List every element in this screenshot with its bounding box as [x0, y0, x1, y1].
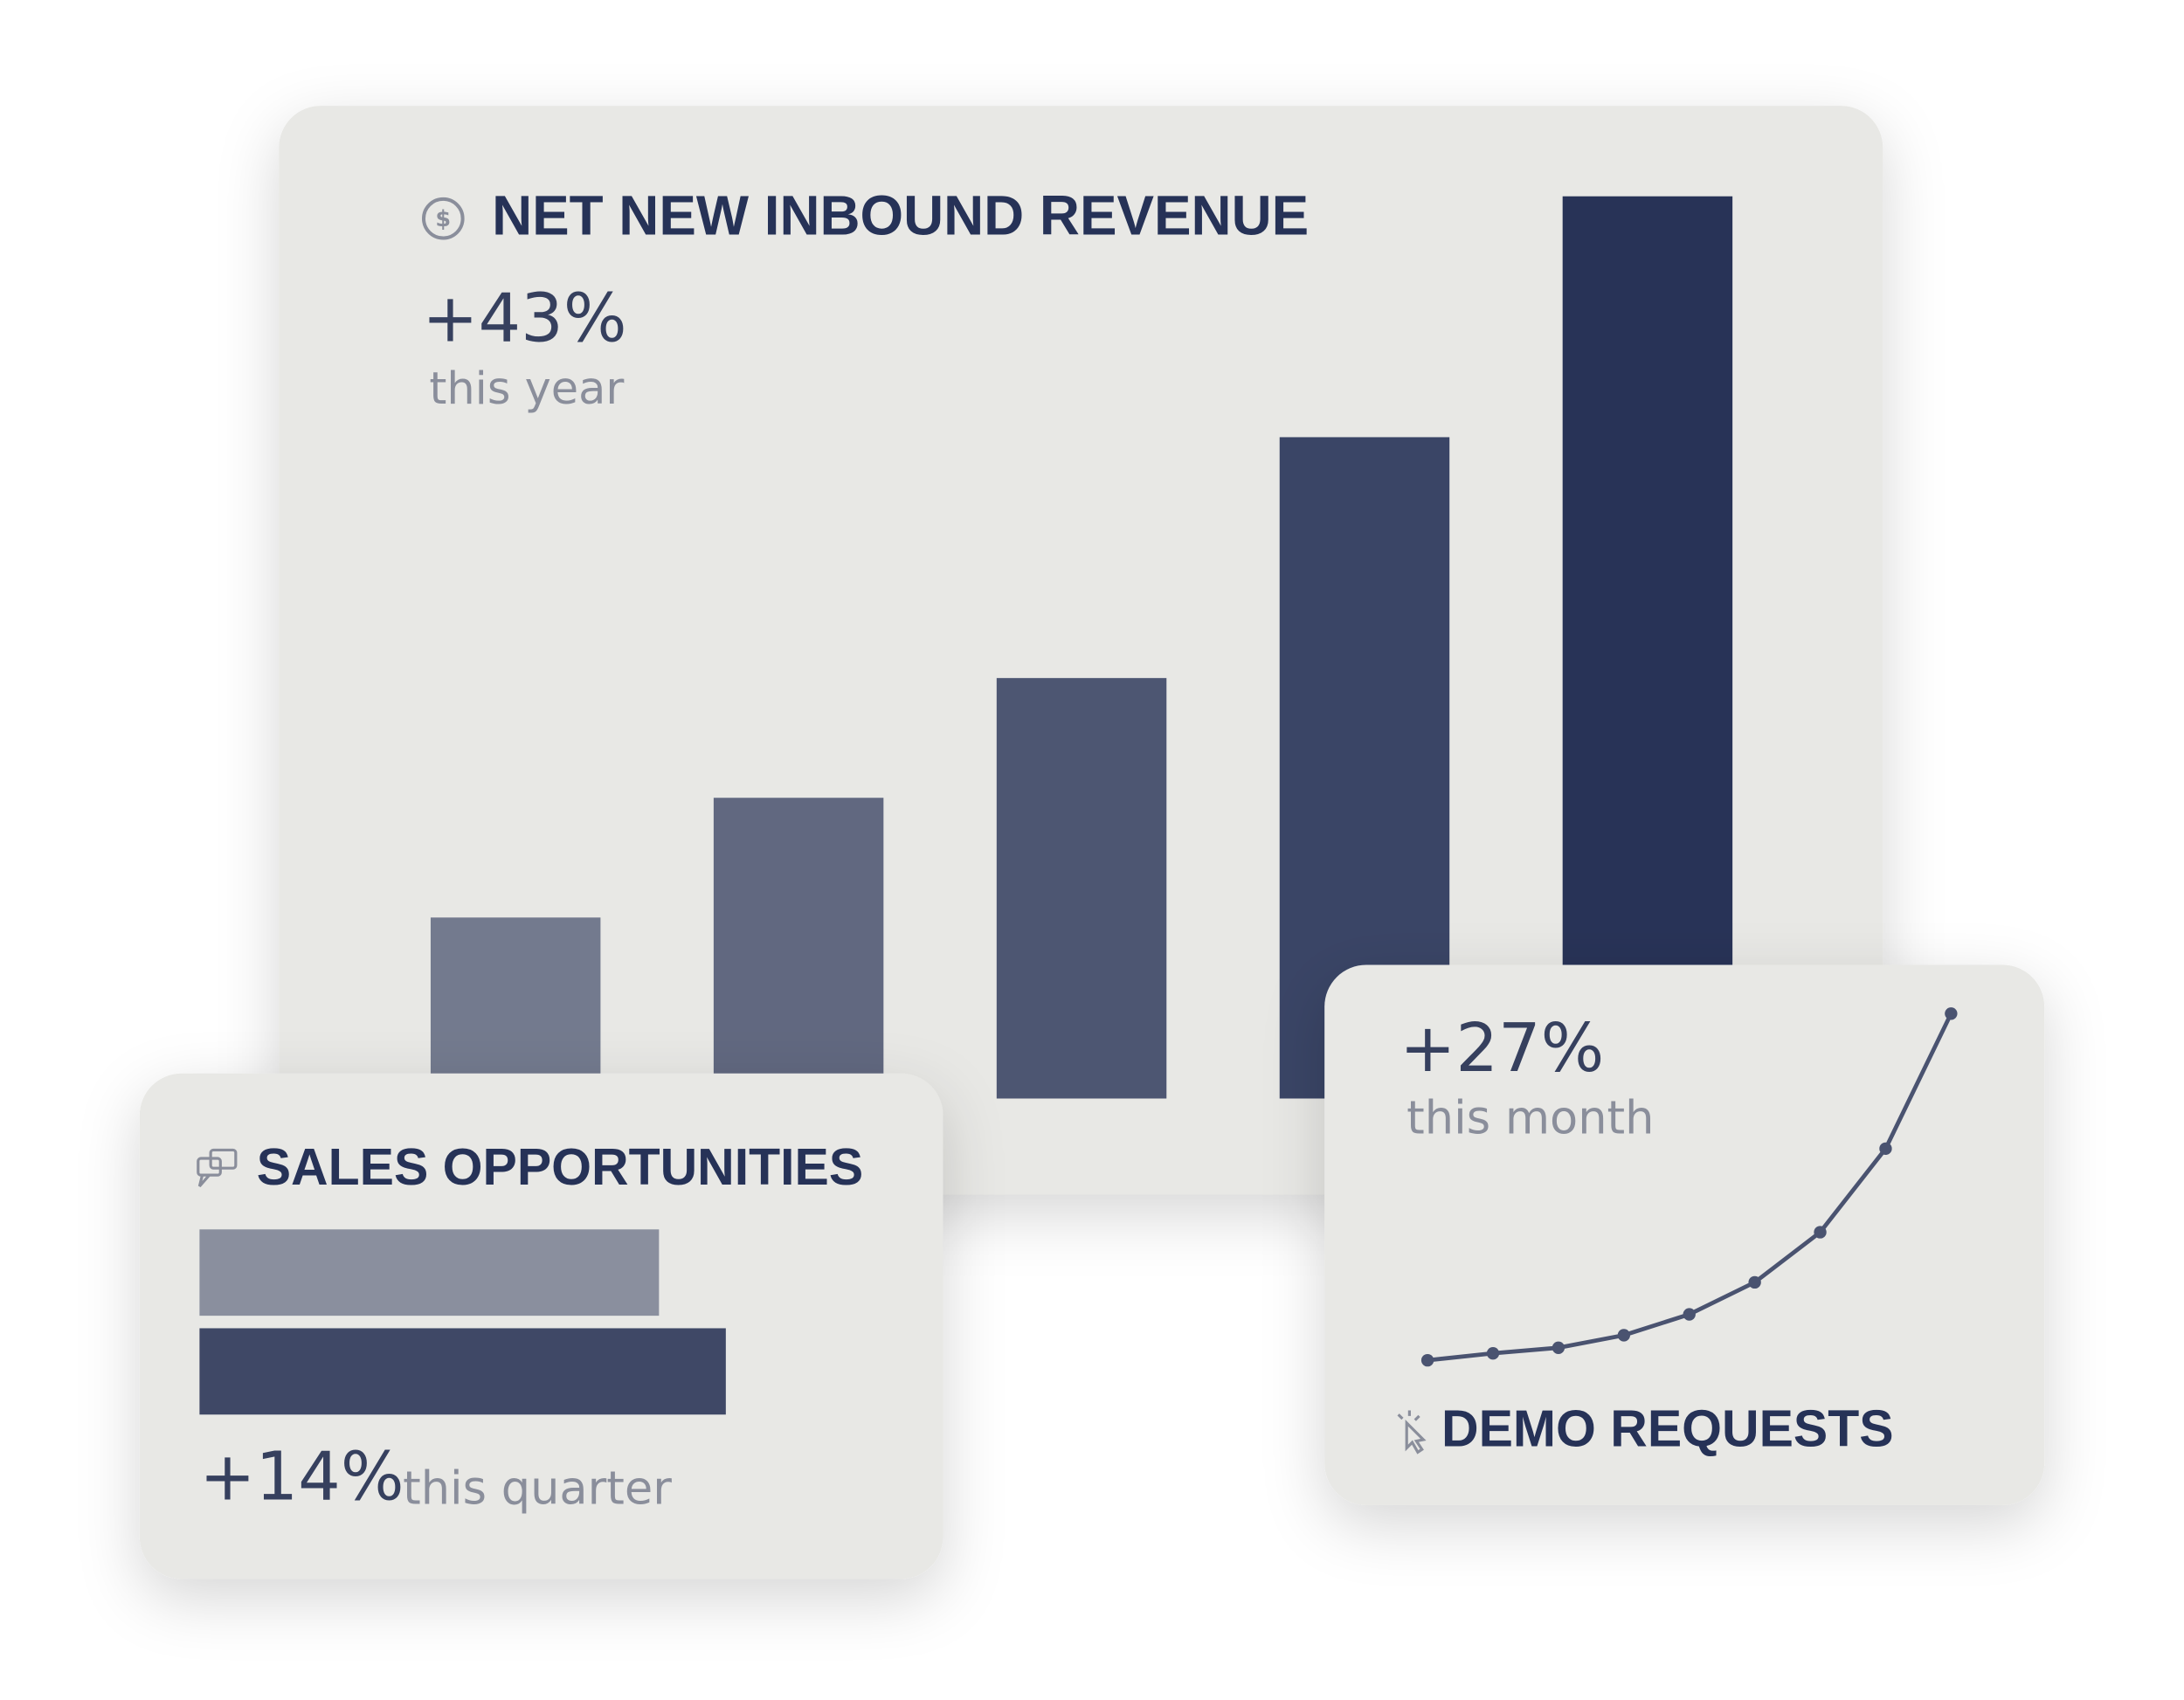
card-background	[139, 1073, 943, 1579]
point	[1420, 1353, 1434, 1367]
point	[1683, 1308, 1696, 1321]
point	[1486, 1346, 1500, 1360]
bar	[713, 798, 884, 1099]
card-title: SALES OPPORTUNITIES	[257, 1139, 863, 1196]
change-value: +14%	[199, 1439, 404, 1517]
card-title: NET NEW INBOUND REVENUE	[492, 184, 1309, 247]
point	[1748, 1275, 1761, 1289]
change-period: this quarter	[403, 1462, 672, 1516]
bar	[199, 1328, 726, 1415]
bar	[430, 917, 601, 1099]
change-value: +43%	[422, 280, 626, 358]
change-period: this year	[429, 363, 624, 415]
card-background	[1324, 964, 2045, 1505]
chat-icon	[197, 1148, 238, 1187]
bar	[996, 678, 1167, 1099]
sales-card: SALES OPPORTUNITIES +14% this quarter	[139, 1073, 943, 1579]
change-period: this month	[1406, 1092, 1654, 1145]
point	[1552, 1341, 1565, 1354]
dollar-icon	[421, 197, 465, 240]
demo-card: +27% this month DEMO REQUESTS	[1324, 964, 2045, 1505]
horizontal-bar-chart	[199, 1229, 726, 1415]
point	[1617, 1329, 1630, 1342]
card-title: DEMO REQUESTS	[1441, 1401, 1894, 1458]
point	[1945, 1007, 1958, 1020]
card-background	[279, 106, 1883, 1195]
bar	[1562, 196, 1733, 1099]
change-value: +27%	[1400, 1010, 1604, 1088]
bar	[199, 1229, 660, 1316]
line-chart	[1420, 1007, 1958, 1367]
dollar-sign: $	[435, 206, 451, 232]
point	[1814, 1226, 1827, 1239]
point	[1879, 1142, 1892, 1156]
cursor-icon	[1397, 1410, 1427, 1455]
